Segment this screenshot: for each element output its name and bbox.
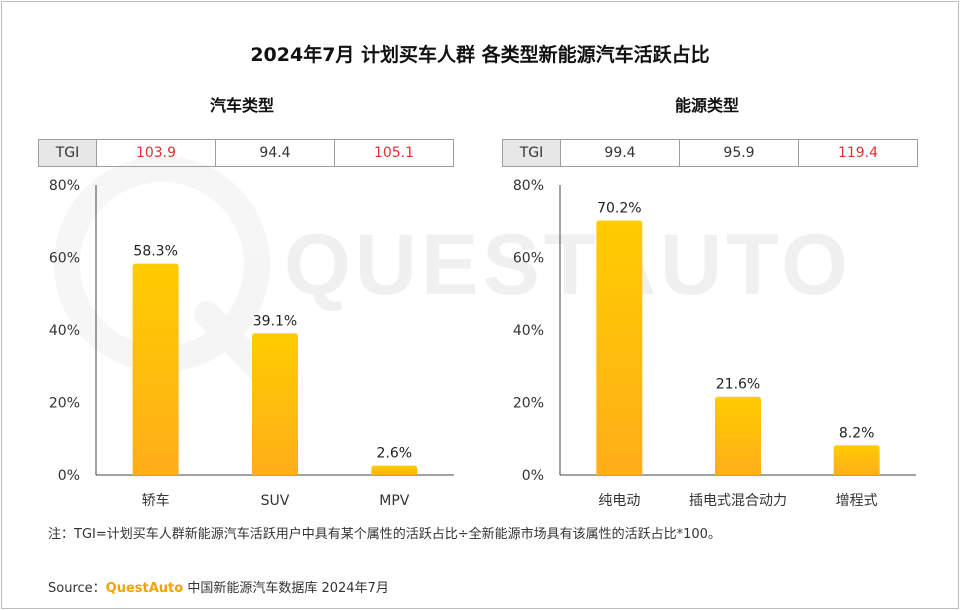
bar-value-label: 21.6%	[716, 377, 760, 393]
bar-0	[596, 220, 643, 475]
y-tick-label: 20%	[49, 396, 80, 412]
x-tick-label: 增程式	[836, 493, 878, 509]
bar-value-label: 39.1%	[253, 313, 297, 329]
tgi-value-phev: 95.9	[679, 139, 799, 167]
tgi-value-sedan: 103.9	[96, 139, 216, 167]
y-tick-label: 40%	[513, 323, 544, 339]
y-tick-label: 80%	[49, 178, 80, 194]
tgi-table-energy-type: TGI 99.4 95.9 119.4	[502, 139, 918, 167]
y-tick-label: 0%	[522, 468, 544, 484]
tgi-value-mpv: 105.1	[334, 139, 454, 167]
bar-value-label: 2.6%	[377, 446, 413, 462]
x-tick-label: 轿车	[142, 492, 170, 509]
y-tick-label: 40%	[49, 323, 80, 339]
source-line: Source：QuestAuto 中国新能源汽车数据库 2024年7月	[48, 577, 389, 596]
bar-1	[252, 333, 298, 475]
bar-value-label: 8.2%	[839, 425, 875, 441]
bar-1	[715, 396, 761, 475]
y-tick-label: 60%	[49, 251, 80, 267]
source-brand: QuestAuto	[105, 581, 184, 596]
tgi-table-car-type: TGI 103.9 94.4 105.1	[38, 139, 454, 167]
y-tick-label: 60%	[513, 251, 544, 267]
y-tick-label: 20%	[513, 396, 544, 412]
panel-title-energy-type: 能源类型	[674, 96, 739, 115]
tgi-value-suv: 94.4	[215, 139, 335, 167]
y-tick-label: 0%	[58, 468, 80, 484]
main-title: 2024年7月 计划买车人群 各类型新能源汽车活跃占比	[250, 44, 710, 66]
x-tick-label: 插电式混合动力	[689, 493, 787, 509]
tgi-value-erev: 119.4	[798, 139, 918, 167]
x-tick-label: 纯电动	[598, 493, 640, 509]
panel-title-car-type: 汽车类型	[209, 96, 274, 115]
bar-2	[833, 445, 880, 475]
bar-0	[132, 263, 179, 475]
x-tick-label: SUV	[261, 493, 290, 509]
y-tick-label: 80%	[513, 178, 544, 194]
source-text: 中国新能源汽车数据库 2024年7月	[187, 581, 389, 596]
bar-value-label: 70.2%	[597, 201, 641, 217]
x-tick-label: MPV	[379, 493, 410, 509]
bar-value-label: 58.3%	[133, 244, 177, 260]
footnote: 注：TGI=计划买车人群新能源汽车活跃用户中具有某个属性的活跃占比÷全新能源市场…	[48, 527, 721, 542]
bar-2	[371, 465, 418, 475]
source-prefix: Source：	[48, 581, 106, 596]
